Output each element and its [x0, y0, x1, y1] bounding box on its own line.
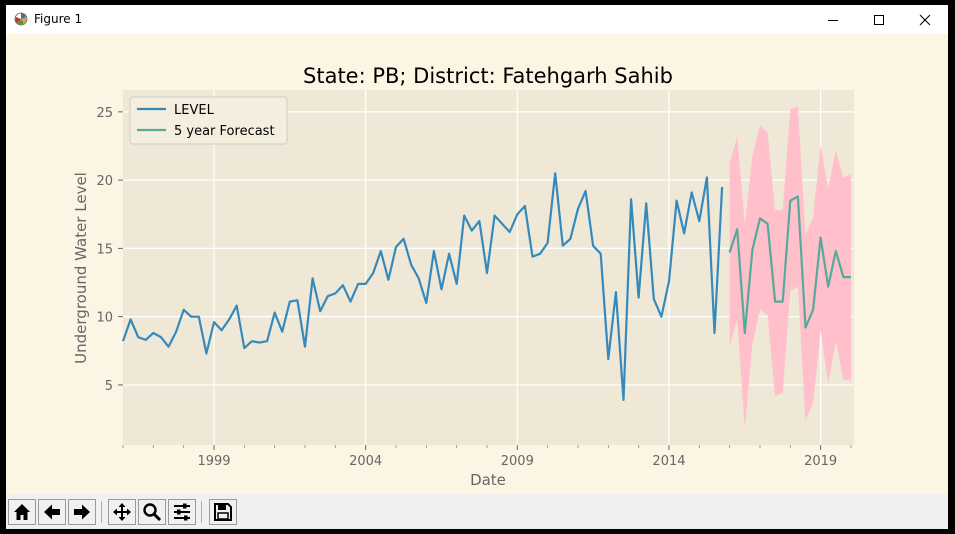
legend: LEVEL 5 year Forecast: [129, 96, 288, 145]
y-tick-label: 10: [96, 311, 113, 326]
chart-title: State: PB; District: Fatehgarh Sahib: [303, 64, 673, 88]
x-tick-label: 2019: [804, 454, 837, 469]
y-tick-label: 15: [96, 242, 113, 257]
legend-label-level: LEVEL: [174, 103, 215, 118]
y-tick-label: 20: [96, 174, 113, 189]
close-icon: [919, 14, 931, 25]
matplotlib-app-icon: [14, 12, 28, 26]
magnifier-icon: [143, 503, 162, 522]
home-button[interactable]: [8, 499, 36, 525]
x-tick-label: 1999: [197, 454, 230, 469]
floppy-disk-icon: [214, 503, 232, 521]
figure-window: Figure 1 State: PB; District: Fatehgarh …: [6, 5, 948, 529]
y-axis-label: Underground Water Level: [72, 172, 90, 364]
y-tick-label: 5: [105, 379, 113, 394]
x-axis-label: Date: [470, 471, 506, 489]
configure-subplots-button[interactable]: [168, 499, 196, 525]
series-level-line: [121, 172, 724, 401]
zoom-button[interactable]: [138, 499, 166, 525]
arrow-left-icon: [44, 504, 60, 520]
minimize-button[interactable]: [810, 5, 856, 34]
forward-button[interactable]: [68, 499, 96, 525]
toolbar-separator: [201, 501, 202, 523]
figure-canvas[interactable]: State: PB; District: Fatehgarh Sahib 199…: [6, 34, 948, 494]
window-title: Figure 1: [34, 12, 83, 26]
axis-ticks: 1999 2004 2009 2014 2019 5 10 15 20 25: [96, 106, 852, 469]
save-button[interactable]: [209, 499, 237, 525]
x-tick-label: 2004: [349, 454, 382, 469]
close-button[interactable]: [902, 5, 948, 34]
x-tick-label: 2014: [652, 454, 685, 469]
title-bar[interactable]: Figure 1: [6, 5, 948, 34]
pan-button[interactable]: [108, 499, 136, 525]
legend-label-forecast: 5 year Forecast: [174, 124, 275, 139]
maximize-icon: [874, 14, 884, 25]
navigation-toolbar: [6, 494, 948, 529]
sliders-icon: [174, 503, 190, 521]
arrow-right-icon: [74, 504, 90, 520]
minimize-icon: [828, 19, 838, 21]
x-tick-label: 2009: [501, 454, 534, 469]
home-icon: [14, 504, 30, 520]
back-button[interactable]: [38, 499, 66, 525]
forecast-confidence-band: [729, 106, 851, 429]
move-arrows-icon: [113, 503, 131, 521]
series-forecast-line: [728, 195, 851, 335]
toolbar-separator: [101, 501, 102, 523]
maximize-button[interactable]: [856, 5, 902, 34]
y-tick-label: 25: [96, 106, 113, 121]
